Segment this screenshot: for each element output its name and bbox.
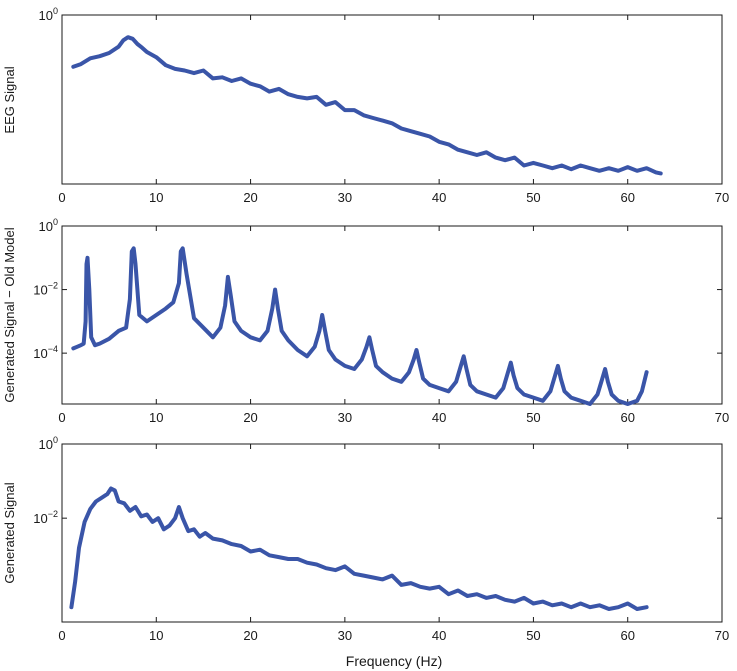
x-tick-label: 70 xyxy=(715,628,729,643)
x-tick-label: 20 xyxy=(243,190,257,205)
series-line xyxy=(69,486,649,611)
x-tick-label: 30 xyxy=(338,628,352,643)
x-tick-label: 40 xyxy=(432,628,446,643)
y-tick-label: 100 xyxy=(39,217,58,234)
y-tick-label: 100 xyxy=(39,435,58,452)
x-tick-label: 60 xyxy=(620,190,634,205)
x-tick-label: 0 xyxy=(58,628,65,643)
plot-frame xyxy=(61,14,723,185)
x-tick-label: 60 xyxy=(620,410,634,425)
y-tick-label: 100 xyxy=(39,6,58,23)
x-tick-label: 0 xyxy=(58,410,65,425)
y-tick-label: 10−2 xyxy=(33,281,58,298)
x-tick-label: 20 xyxy=(243,410,257,425)
x-tick-label: 50 xyxy=(526,190,540,205)
x-tick-label: 20 xyxy=(243,628,257,643)
x-tick-label: 30 xyxy=(338,190,352,205)
x-tick-label: 50 xyxy=(526,410,540,425)
x-tick-label: 0 xyxy=(58,190,65,205)
x-tick-label: 70 xyxy=(715,410,729,425)
x-tick-label: 40 xyxy=(432,190,446,205)
y-tick-label: 10−2 xyxy=(33,509,58,526)
y-axis-label: EEG Signal xyxy=(2,66,17,133)
panel-eeg-signal: 0 10 20 30 40 50 60 70 100 EEG Signal xyxy=(2,6,729,205)
x-tick-label: 30 xyxy=(338,410,352,425)
x-tick-label: 10 xyxy=(149,190,163,205)
x-tick-label: 10 xyxy=(149,628,163,643)
series-line xyxy=(71,35,663,176)
panel-generated-signal: 0 10 20 30 40 50 60 70 100 10−2 Generated Signal xyxy=(2,435,729,643)
plot-frame xyxy=(61,443,723,623)
x-axis-label: Frequency (Hz) xyxy=(346,653,442,669)
x-tick-label: 60 xyxy=(620,628,634,643)
y-axis-label: Generated Signal xyxy=(2,482,17,583)
y-axis-label: Generated Signal − Old Model xyxy=(2,227,17,402)
x-tick-label: 10 xyxy=(149,410,163,425)
x-tick-label: 50 xyxy=(526,628,540,643)
series-line xyxy=(71,246,649,406)
x-tick-label: 70 xyxy=(715,190,729,205)
y-tick-label: 10−4 xyxy=(33,344,58,361)
panel-generated-signal-old-model: 0 10 20 30 40 50 60 70 100 10−2 10−4 Generated Sign… xyxy=(2,217,729,425)
plot-frame xyxy=(61,225,723,405)
x-tick-label: 40 xyxy=(432,410,446,425)
